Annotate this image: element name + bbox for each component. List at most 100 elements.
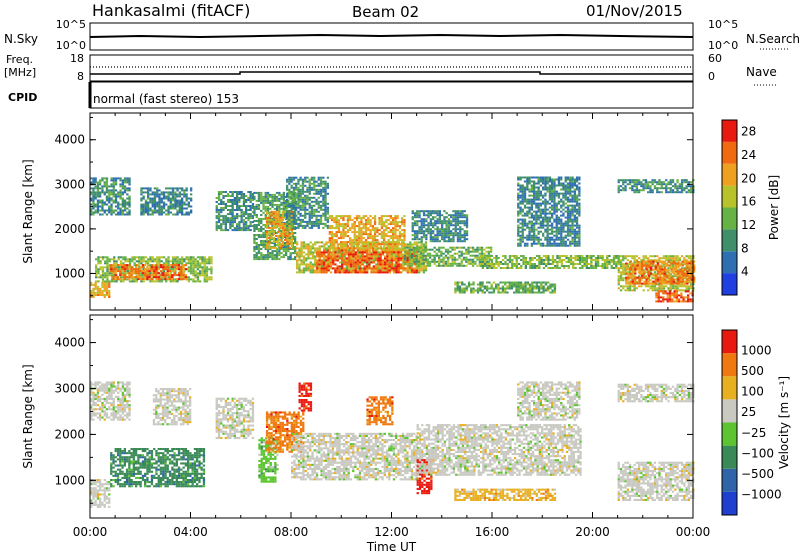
heatmap-cell <box>279 242 282 245</box>
heatmap-cell <box>182 274 185 277</box>
heatmap-cell <box>106 260 109 263</box>
heatmap-cell <box>606 263 609 265</box>
heatmap-cell <box>144 256 148 259</box>
heatmap-cell <box>330 225 334 228</box>
heatmap-cell <box>279 232 282 235</box>
heatmap-cell <box>294 232 297 234</box>
heatmap-cell <box>350 261 353 264</box>
heatmap-cell <box>443 222 446 225</box>
heatmap-cell <box>339 253 342 256</box>
heatmap-cell <box>510 285 514 288</box>
heatmap-cell <box>122 278 125 281</box>
heatmap-cell <box>394 217 397 220</box>
heatmap-cell <box>441 228 444 231</box>
heatmap-cell <box>266 254 270 257</box>
heatmap-cell <box>316 259 319 262</box>
heatmap-cell <box>287 250 290 253</box>
heatmap-cell <box>449 254 452 257</box>
heatmap-cell <box>597 265 600 267</box>
heatmap-cell <box>367 241 370 244</box>
heatmap-cell <box>183 195 186 198</box>
heatmap-cell <box>388 259 391 262</box>
heatmap-cell <box>187 278 190 281</box>
heatmap-cell <box>508 281 511 284</box>
heatmap-cell <box>358 233 361 236</box>
heatmap-cell <box>132 270 135 273</box>
heatmap-cell <box>352 257 355 260</box>
heatmap-cell <box>112 177 115 180</box>
heatmap-cell <box>352 253 355 256</box>
heatmap-cell <box>345 257 348 260</box>
heatmap-cell <box>90 197 93 200</box>
heatmap-cell <box>486 263 489 265</box>
heatmap-cell <box>581 259 584 261</box>
heatmap-cell <box>406 249 410 252</box>
heatmap-cell <box>167 211 170 214</box>
heatmap-cell <box>245 195 248 197</box>
heatmap-cell <box>160 260 163 263</box>
heatmap-cell <box>359 251 362 254</box>
freq-label-1: Freq. <box>6 53 33 66</box>
heatmap-cell <box>140 262 143 265</box>
heatmap-cell <box>348 269 351 272</box>
heatmap-cell <box>128 177 131 180</box>
heatmap-cell <box>403 243 406 246</box>
heatmap-cell <box>531 263 534 265</box>
heatmap-cell <box>452 218 455 221</box>
heatmap-cell <box>427 214 430 217</box>
heatmap-cell <box>351 227 354 230</box>
heatmap-cell <box>515 291 518 294</box>
heatmap-cell <box>450 216 453 219</box>
heatmap-cell <box>463 236 466 239</box>
heatmap-cell <box>181 262 184 265</box>
heatmap-cell <box>196 266 200 269</box>
heatmap-cell <box>418 230 421 233</box>
heatmap-cell <box>517 267 521 269</box>
heatmap-cell <box>350 269 353 272</box>
heatmap-cell <box>329 253 333 256</box>
heatmap-cell <box>264 224 267 226</box>
heatmap-cell <box>540 287 543 290</box>
heatmap-cell <box>281 214 284 217</box>
heatmap-cell <box>416 222 419 225</box>
heatmap-cell <box>441 214 444 217</box>
heatmap-cell <box>406 262 409 265</box>
heatmap-cell <box>247 213 250 216</box>
heatmap-cell <box>101 289 104 292</box>
heatmap-cell <box>343 263 346 266</box>
heatmap-cell <box>222 229 225 232</box>
heatmap-cell <box>101 291 104 294</box>
heatmap-cell <box>304 202 307 205</box>
heatmap-cell <box>300 251 303 254</box>
heatmap-cell <box>395 263 398 266</box>
heatmap-cell <box>416 214 419 217</box>
heatmap-cell <box>433 260 436 263</box>
heatmap-cell <box>260 240 263 242</box>
heatmap-cell <box>192 268 195 271</box>
heatmap-cell <box>192 270 195 273</box>
heatmap-cell <box>385 225 388 228</box>
heatmap-cell <box>358 237 361 240</box>
heatmap-cell <box>290 178 293 181</box>
heatmap-cell <box>183 207 186 210</box>
heatmap-cell <box>349 219 352 222</box>
heatmap-cell <box>380 241 383 244</box>
heatmap-cell <box>299 200 302 203</box>
heatmap-cell <box>377 263 380 266</box>
heatmap-cell <box>356 261 360 264</box>
heatmap-cell <box>117 205 120 208</box>
heatmap-cell <box>171 278 174 281</box>
heatmap-cell <box>328 247 331 250</box>
heatmap-cell <box>165 197 168 200</box>
heatmap-cell <box>282 191 285 194</box>
heatmap-cell <box>147 187 150 190</box>
heatmap-cell <box>402 269 405 272</box>
heatmap-cell <box>340 231 343 234</box>
heatmap-cell <box>567 257 570 259</box>
heatmap-cell <box>397 257 400 260</box>
heatmap-cell <box>119 191 122 194</box>
heatmap-cell <box>231 205 234 207</box>
heatmap-cell <box>406 271 409 274</box>
heatmap-cell <box>169 266 172 269</box>
heatmap-cell <box>379 257 382 260</box>
